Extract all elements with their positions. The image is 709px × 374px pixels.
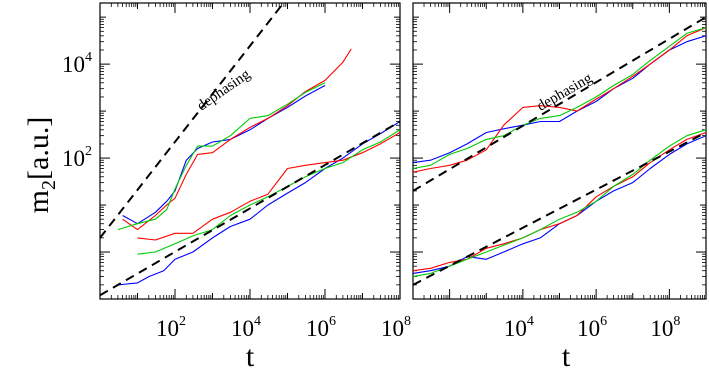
left-x-tick-label: 102	[156, 314, 186, 341]
left-group1-series3-line	[117, 82, 326, 231]
tick-exponent: 4	[85, 50, 92, 65]
right-group2-dashed-fit-line	[413, 131, 706, 286]
y-axis-title-suffix: [a.u.]	[22, 117, 55, 180]
tick-exponent: 4	[254, 314, 261, 329]
left-group1-series1-line	[122, 85, 326, 225]
tick-base: 10	[504, 316, 527, 341]
tick-base: 10	[156, 316, 179, 341]
tick-exponent: 6	[600, 314, 607, 329]
tick-exponent: 8	[404, 314, 411, 329]
left-dephasing-annotation: dephasing	[194, 66, 253, 114]
left-x-tick-label: 108	[381, 314, 411, 341]
left-y-tick-label: 102	[62, 144, 92, 171]
right-group1-series2-line	[413, 27, 706, 173]
right-group1-series3-line	[413, 27, 706, 170]
left-x-tick-label: 106	[306, 314, 336, 341]
right-group2-series2-line	[413, 131, 706, 272]
right-group2-series1-line	[413, 135, 706, 274]
left-data-layer	[100, 3, 400, 297]
y-axis-title-main: m	[22, 190, 55, 213]
right-x-axis-title: t	[562, 340, 571, 373]
tick-base: 10	[650, 316, 673, 341]
tick-base: 10	[381, 316, 404, 341]
tick-exponent: 4	[527, 314, 534, 329]
left-group2-series2-line	[137, 132, 400, 241]
tick-exponent: 8	[673, 314, 680, 329]
tick-exponent: 2	[85, 144, 92, 159]
left-group1-dashed-fit-line	[100, 3, 285, 239]
tick-exponent: 2	[179, 314, 186, 329]
left-x-axis-title: t	[246, 340, 255, 373]
right-data-layer	[413, 16, 706, 286]
left-group2-series3-line	[137, 129, 400, 255]
left-group2-series1-line	[117, 121, 400, 286]
right-x-tick-label: 106	[577, 314, 607, 341]
left-group2-dashed-fit-line	[100, 120, 400, 297]
right-x-tick-label: 104	[504, 314, 534, 341]
tick-exponent: 6	[329, 314, 336, 329]
tick-base: 10	[62, 52, 85, 77]
y-axis-title: m2[a.u.]	[22, 117, 60, 214]
left-y-tick-label: 104	[62, 50, 92, 77]
right-group1-dashed-fit-line	[413, 16, 706, 192]
left-x-tick-label: 104	[231, 314, 261, 341]
y-axis-title-subscript: 2	[38, 180, 60, 190]
tick-base: 10	[231, 316, 254, 341]
right-dephasing-annotation: dephasing	[534, 70, 595, 115]
tick-base: 10	[62, 146, 85, 171]
tick-base: 10	[306, 316, 329, 341]
right-x-tick-label: 108	[650, 314, 680, 341]
left-group1-series2-line	[122, 48, 352, 231]
tick-base: 10	[577, 316, 600, 341]
right-group2-series3-line	[413, 129, 706, 278]
